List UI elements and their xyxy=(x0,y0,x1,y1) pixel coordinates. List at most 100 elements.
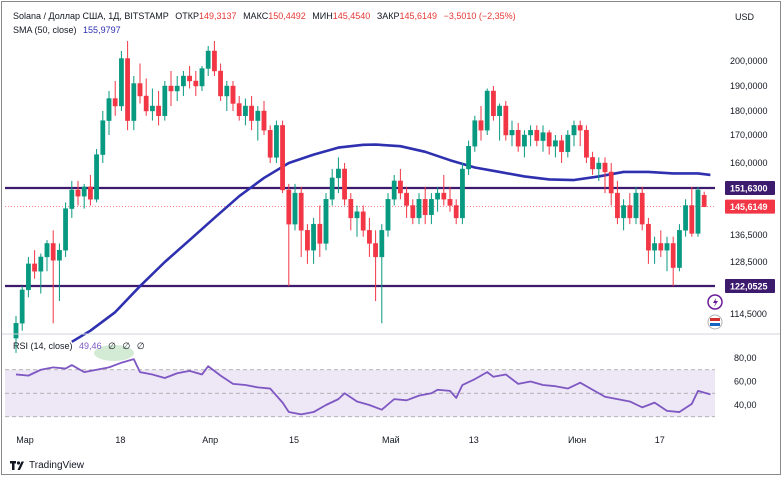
candle-body xyxy=(379,230,385,258)
candle xyxy=(379,224,385,324)
candle-body xyxy=(565,134,571,152)
brand[interactable]: TradingView xyxy=(10,460,84,471)
candle xyxy=(540,125,546,152)
time-tick-label: Мар xyxy=(16,435,34,445)
rsi-header[interactable]: RSI (14, close) 49,46 ∅ ∅ ∅ xyxy=(13,341,149,352)
candle-body xyxy=(81,186,87,197)
candle xyxy=(360,205,366,237)
sma-header[interactable]: SMA (50, close) 155,9797 xyxy=(13,25,125,35)
candle xyxy=(608,163,614,206)
candle xyxy=(32,250,37,279)
instrument-title[interactable]: Solana / Доллар США, 1Д, BITSTAMP xyxy=(13,11,169,21)
rsi-overbought-highlight xyxy=(94,345,134,361)
candle xyxy=(242,98,248,126)
candle xyxy=(472,115,478,152)
candle-body xyxy=(230,85,236,104)
currency-label[interactable]: USD xyxy=(735,12,755,22)
candle xyxy=(416,193,422,225)
candle xyxy=(546,130,552,155)
candle-body xyxy=(546,132,552,147)
candle-body xyxy=(410,205,416,219)
candle-body xyxy=(596,162,602,170)
candle xyxy=(584,125,589,163)
candle xyxy=(453,199,459,225)
candle xyxy=(286,183,292,287)
candle-body xyxy=(274,125,279,158)
candle-body xyxy=(131,83,137,121)
candle-body xyxy=(658,243,664,251)
price-tag[interactable]: 145,6149 xyxy=(725,199,775,214)
candle xyxy=(255,106,261,141)
lightning-icon[interactable] xyxy=(707,294,723,310)
time-tick-label: 15 xyxy=(289,435,300,445)
candle xyxy=(44,240,50,272)
flag-icon[interactable] xyxy=(707,314,723,330)
candle-body xyxy=(13,323,19,339)
candle-body xyxy=(336,168,341,179)
candle xyxy=(230,81,236,111)
candle-body xyxy=(497,105,502,117)
price-tag[interactable]: 151,6300 xyxy=(725,181,775,195)
price-tick-label: 170,0000 xyxy=(730,130,768,140)
candle xyxy=(311,217,316,264)
candle-body xyxy=(577,125,583,131)
candle-body xyxy=(590,157,596,170)
candle xyxy=(367,217,372,257)
candle-body xyxy=(348,199,354,219)
candle xyxy=(460,163,465,225)
candle-body xyxy=(664,243,670,251)
candle xyxy=(180,71,186,96)
price-tick-label: 190,0000 xyxy=(730,81,768,91)
candle-body xyxy=(453,205,459,219)
candle-body xyxy=(50,243,56,261)
candle-body xyxy=(298,192,304,231)
candle xyxy=(168,71,174,106)
candle xyxy=(435,186,440,212)
candle-body xyxy=(168,85,174,92)
high-value: 150,4492 xyxy=(268,11,306,21)
low-label: МИН xyxy=(312,11,333,21)
horizontal-levels xyxy=(5,186,715,288)
rsi-axis: 80,00 60,00 40,00 xyxy=(734,353,757,410)
price-tick-label: 180,0000 xyxy=(730,106,768,116)
candle-body xyxy=(32,263,37,272)
price-tag-label: 145,6149 xyxy=(730,202,768,212)
candle xyxy=(323,193,329,251)
candle xyxy=(280,120,285,194)
candle-body xyxy=(515,129,521,147)
chart-canvas[interactable]: 200,0000 190,0000 180,0000 170,0000 160,0000… xyxy=(2,2,780,474)
price-tick-label: 200,0000 xyxy=(730,56,768,66)
candle xyxy=(19,286,25,331)
candle-body xyxy=(670,243,676,268)
open-value: 149,3137 xyxy=(199,11,237,21)
candle-body xyxy=(441,192,447,200)
candle xyxy=(689,186,695,237)
candle xyxy=(342,163,347,206)
candle xyxy=(670,236,676,287)
rsi-extra-2: ∅ xyxy=(122,341,131,351)
candle-body xyxy=(218,70,223,97)
candle xyxy=(646,217,651,264)
candle-body xyxy=(242,105,248,117)
candle-body xyxy=(652,243,658,251)
candle xyxy=(509,120,515,147)
candle xyxy=(652,236,658,264)
candle xyxy=(391,174,397,206)
candle-body xyxy=(137,83,143,97)
price-tag[interactable]: 122,0525 xyxy=(725,279,775,293)
candle-body xyxy=(435,192,440,200)
candle-body xyxy=(199,68,205,87)
candle-body xyxy=(404,192,409,206)
rsi-label: RSI (14, close) xyxy=(13,341,73,351)
candle xyxy=(149,88,155,121)
candle xyxy=(305,224,310,264)
candle xyxy=(187,66,192,89)
candle xyxy=(94,149,100,203)
candle-body xyxy=(44,243,50,258)
rsi-extra-1: ∅ xyxy=(108,341,116,351)
price-tag-label: 151,6300 xyxy=(730,184,768,194)
time-tick-label: 17 xyxy=(654,435,665,445)
candle-body xyxy=(63,208,69,251)
candle-body xyxy=(584,129,589,158)
